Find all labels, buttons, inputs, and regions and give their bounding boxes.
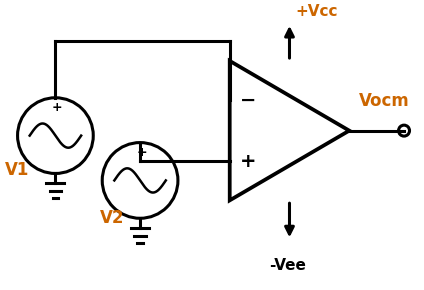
Text: +: + <box>137 146 148 159</box>
Text: -Vee: -Vee <box>270 258 307 273</box>
Text: +: + <box>52 101 63 114</box>
Text: V2: V2 <box>100 209 125 227</box>
Text: +: + <box>240 152 256 171</box>
Text: V1: V1 <box>5 162 29 180</box>
Text: Vocm: Vocm <box>359 92 410 110</box>
Text: +Vcc: +Vcc <box>296 4 338 19</box>
Text: −: − <box>240 90 256 109</box>
